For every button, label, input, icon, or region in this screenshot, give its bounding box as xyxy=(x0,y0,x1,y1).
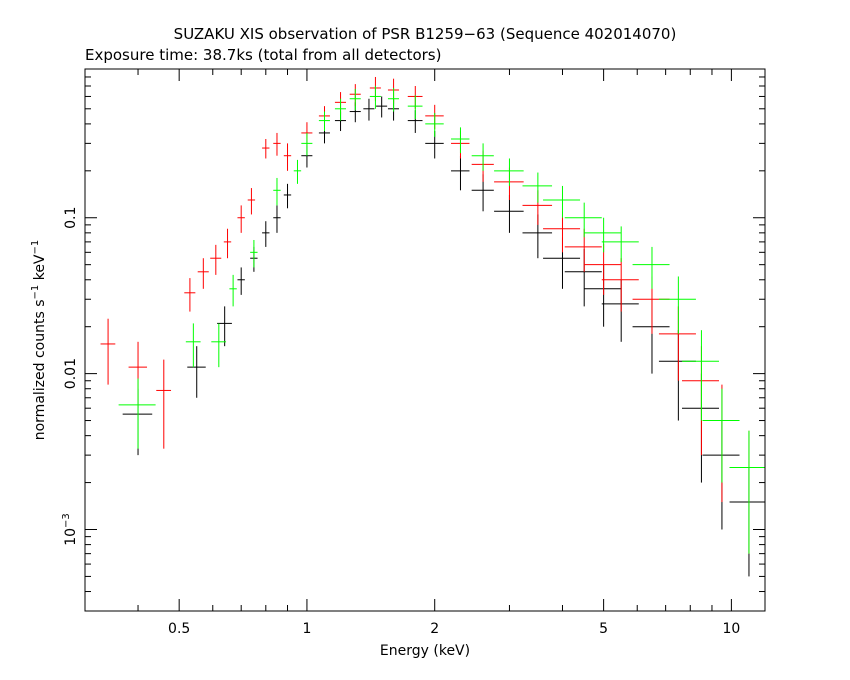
x-axis-label: Energy (keV) xyxy=(380,643,470,659)
data-point xyxy=(262,139,270,159)
data-point xyxy=(729,430,765,554)
y-axis-label-mid: keV xyxy=(32,254,48,285)
data-point xyxy=(217,306,232,347)
data-point xyxy=(632,276,670,334)
data-point xyxy=(237,205,245,233)
data-point xyxy=(451,127,470,154)
data-point xyxy=(564,249,602,307)
data-point xyxy=(522,214,553,259)
data-point xyxy=(494,158,524,186)
y-tick-labels: 0.1 0.01 10−3 xyxy=(61,207,79,546)
data-point xyxy=(293,159,302,184)
data-point xyxy=(601,258,639,312)
data-point xyxy=(702,420,740,530)
data-point xyxy=(522,172,553,203)
data-point xyxy=(100,318,116,385)
data-point xyxy=(122,388,153,456)
data-point xyxy=(543,185,581,218)
data-point xyxy=(262,221,270,247)
data-point xyxy=(273,177,281,206)
data-point xyxy=(451,155,470,191)
data-point xyxy=(237,267,245,295)
data-point xyxy=(156,359,172,449)
data-point xyxy=(682,330,720,421)
y-axis-label-sup2: −1 xyxy=(30,240,41,255)
data-point xyxy=(118,378,156,449)
data-point xyxy=(349,88,361,111)
data-point xyxy=(729,467,765,577)
y-tick-label: 0.01 xyxy=(63,358,79,389)
x-tick-label: 10 xyxy=(722,621,740,637)
chart-subtitle: Exposure time: 38.7ks (total from all de… xyxy=(85,46,441,64)
data-point xyxy=(387,87,400,112)
tick-marks xyxy=(84,68,765,612)
data-point xyxy=(247,188,256,215)
data-point xyxy=(543,237,581,289)
y-tick-label-exponent: −3 xyxy=(61,513,72,528)
data-point xyxy=(425,112,444,137)
data-point xyxy=(522,190,553,225)
x-tick-label: 5 xyxy=(599,621,608,637)
data-point xyxy=(273,205,281,233)
chart-title: SUZAKU XIS observation of PSR B1259−63 (… xyxy=(174,25,677,43)
data-point xyxy=(564,228,602,272)
y-tick-label: 0.1 xyxy=(63,207,79,229)
data-point xyxy=(273,132,281,156)
y-tick-label-base: 10 xyxy=(63,528,79,546)
data-point xyxy=(632,299,670,374)
data-point xyxy=(601,226,639,263)
data-point xyxy=(494,194,524,233)
data-point xyxy=(584,243,622,295)
data-point xyxy=(376,96,388,118)
data-point xyxy=(283,183,292,209)
y-axis-label: normalized counts s−1 keV−1 xyxy=(30,240,48,441)
data-point xyxy=(334,98,346,121)
data-point xyxy=(564,202,602,238)
y-axis-label-main: normalized counts s xyxy=(32,299,48,440)
y-tick-label: 10−3 xyxy=(61,513,79,546)
data-point xyxy=(658,306,696,381)
data-point xyxy=(584,264,622,327)
data-point xyxy=(702,388,740,483)
x-tick-label: 2 xyxy=(430,621,439,637)
data-point xyxy=(229,274,237,307)
data-point xyxy=(283,143,292,171)
data-point xyxy=(632,246,670,289)
data-point xyxy=(184,278,196,312)
data-point xyxy=(584,217,622,253)
data-point xyxy=(407,95,423,120)
data-point xyxy=(185,323,201,368)
data-point xyxy=(682,373,720,483)
data-point xyxy=(250,239,258,268)
plot-frame xyxy=(84,68,766,612)
y-axis-label-sup1: −1 xyxy=(30,285,41,300)
data-point xyxy=(210,244,222,275)
data-point xyxy=(702,384,740,503)
data-point xyxy=(223,228,232,259)
data-point xyxy=(301,132,313,156)
data-point xyxy=(494,167,524,200)
data-point xyxy=(369,86,381,109)
data-point xyxy=(658,330,696,421)
data-point xyxy=(658,276,696,334)
data-point xyxy=(363,98,375,121)
data-point xyxy=(682,346,720,456)
data-layer xyxy=(100,76,765,577)
data-point xyxy=(211,323,227,368)
x-tick-labels: 0.5 1 2 5 10 xyxy=(168,621,740,637)
x-tick-label: 0.5 xyxy=(168,621,190,637)
data-point xyxy=(197,258,209,289)
x-tick-label: 1 xyxy=(302,621,311,637)
data-point xyxy=(471,143,494,171)
data-point xyxy=(729,430,765,554)
data-point xyxy=(318,111,330,132)
data-point xyxy=(543,211,581,253)
data-point xyxy=(187,346,206,398)
